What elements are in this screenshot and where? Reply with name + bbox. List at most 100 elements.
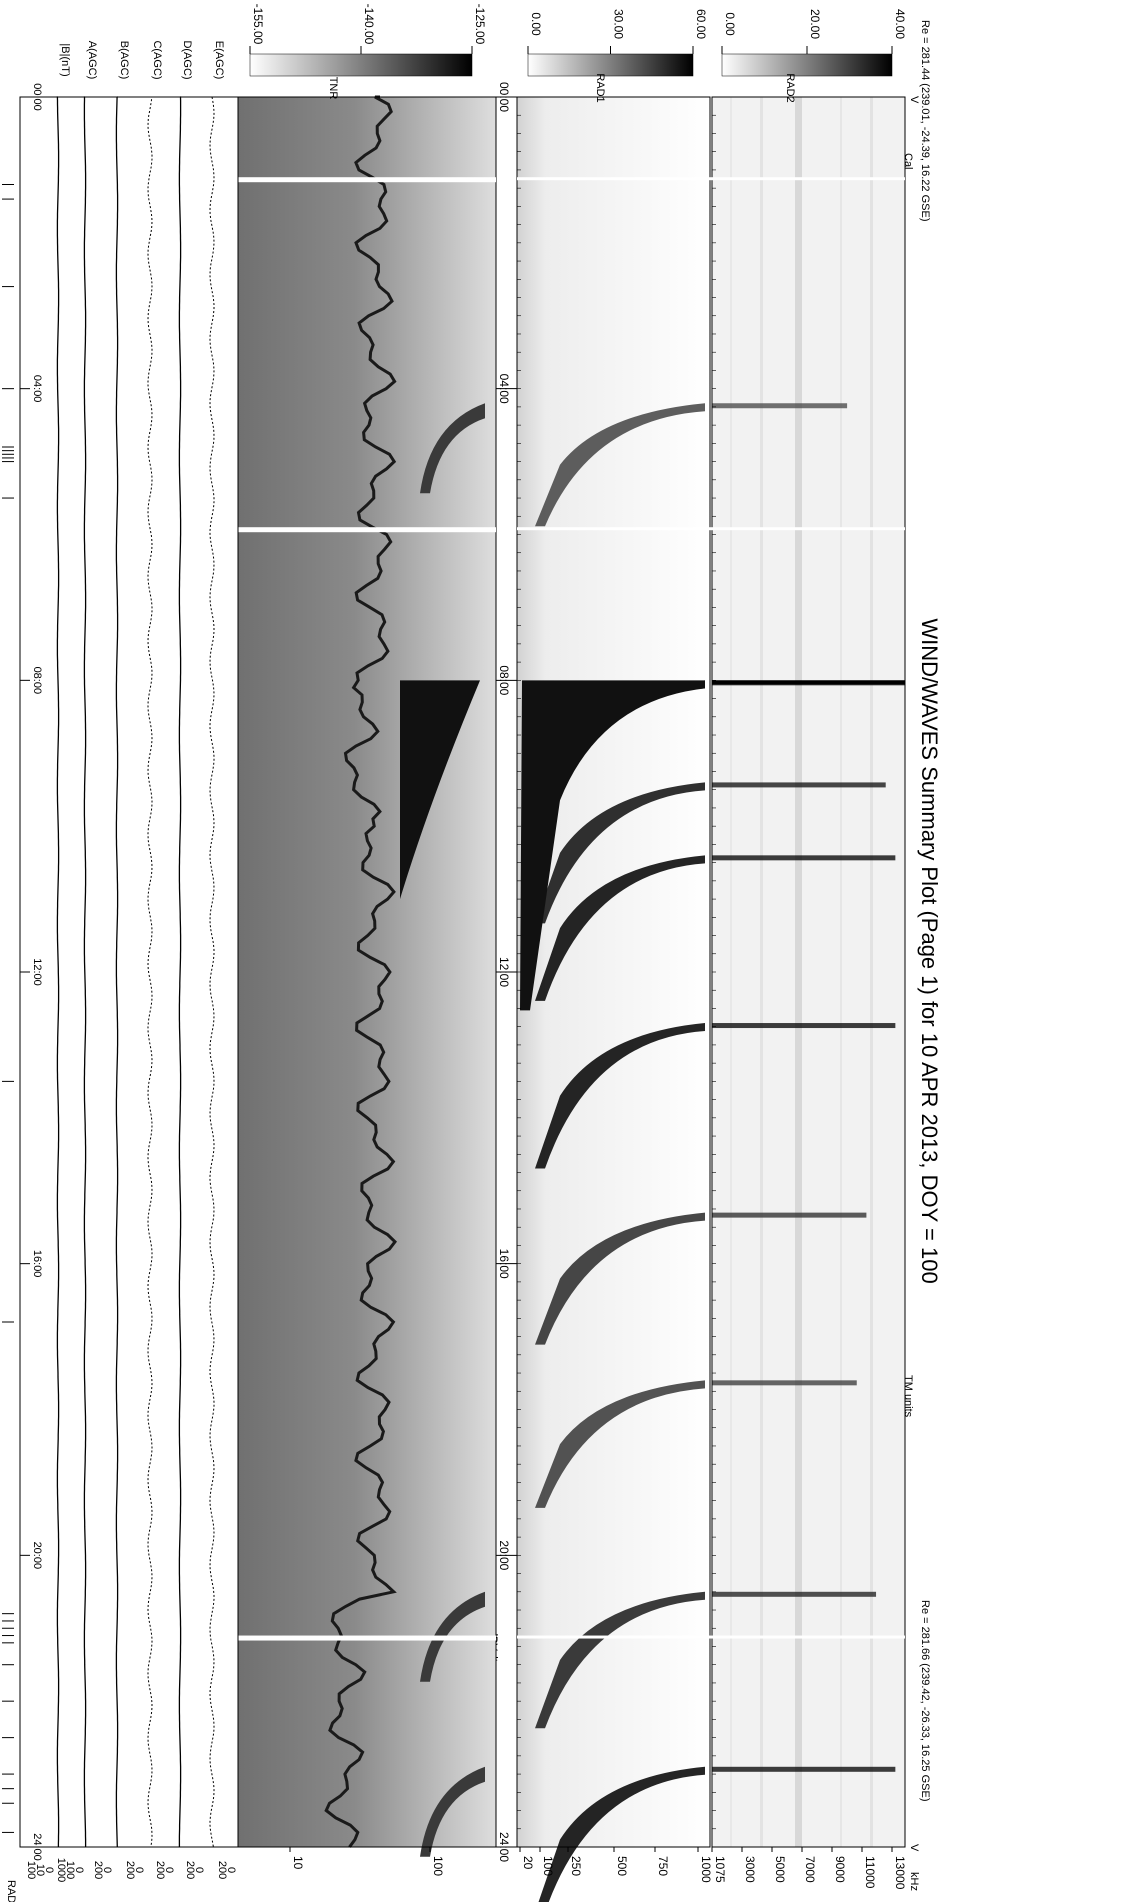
time-axis: 00:00 04:00 08:00 12:00 16:00 20:00 24:00 bbox=[496, 82, 716, 1862]
tnr-freq-label: 10 bbox=[291, 1856, 305, 1870]
line-tick-label: 200 bbox=[216, 1861, 228, 1879]
rad1-burst bbox=[535, 1212, 705, 1345]
line-tick-label: 200 bbox=[124, 1861, 136, 1879]
line-tick-label: 200 bbox=[154, 1861, 166, 1879]
tnr-colorbar-tick-label: -140.00 bbox=[362, 4, 376, 45]
rad2-background-band bbox=[730, 97, 732, 1847]
line-trace bbox=[115, 96, 119, 1848]
line-tick-label: 200 bbox=[184, 1861, 196, 1879]
rad2-background-band bbox=[760, 97, 763, 1847]
position-info-start: Re = 281.44 (239.01, -24.39, 16.22 GSE) bbox=[919, 20, 931, 222]
tnr-colorbar-tick-label: -125.00 bbox=[473, 4, 487, 45]
data-gap bbox=[238, 527, 496, 533]
rad2-freq-label: 11000 bbox=[863, 1856, 877, 1889]
rad1-panel bbox=[516, 96, 711, 1902]
rad1-burst bbox=[538, 1766, 705, 1902]
line-label: |B|(nT) bbox=[59, 43, 71, 76]
rad2-corner-label: RAD2 bbox=[5, 1880, 17, 1902]
line-tick-label: 100 bbox=[64, 1861, 76, 1879]
rad2-major-burst bbox=[712, 680, 905, 685]
time-tick-label: 04:00 bbox=[497, 374, 511, 404]
line-tick-label: 0 bbox=[133, 1867, 145, 1873]
line-label: B(AGC) bbox=[118, 41, 130, 80]
khz-label: kHz bbox=[908, 1872, 920, 1891]
frequency-axes: 1075 3000 5000 7000 9000 11000 13000 20 100 250 50… bbox=[289, 1847, 907, 1890]
rad1-colorbar-tick-label: 60.00 bbox=[694, 9, 708, 39]
line-labels: E(AGC) D(AGC) C(AGC) B(AGC) A(AGC) |B|(nT) bbox=[59, 40, 225, 79]
line-tick-label: 200 bbox=[92, 1861, 104, 1879]
line-trace bbox=[56, 96, 60, 1847]
lines-frame bbox=[19, 96, 239, 1848]
rad1-freq-label: 20 bbox=[521, 1856, 535, 1870]
data-gap bbox=[517, 527, 905, 531]
rad2-bursts bbox=[712, 403, 905, 1772]
tnr-panel-label: TNR bbox=[327, 77, 339, 100]
rad1-burst bbox=[535, 782, 705, 924]
line-tick-label: 1000 bbox=[55, 1858, 67, 1882]
lines-panel: E(AGC)D(AGC)C(AGC)B(AGC)A(AGC)|B|(nT) 02… bbox=[19, 40, 239, 1882]
rad2-background-band bbox=[840, 97, 842, 1847]
rad2-burst bbox=[712, 1023, 896, 1029]
v-label-start: V bbox=[908, 96, 920, 104]
rad1-burst bbox=[535, 1591, 705, 1729]
line-label: C(AGC) bbox=[151, 40, 163, 79]
line-tick-label: 10 bbox=[34, 1864, 46, 1876]
line-tick-label: 0 bbox=[73, 1867, 85, 1873]
line-tick-label: 0 bbox=[163, 1867, 175, 1873]
line-tick-label: 100 bbox=[25, 1861, 37, 1879]
rad1-burst bbox=[535, 1023, 705, 1169]
rad1-burst bbox=[535, 403, 705, 527]
lines-time-axis: 00:00 04:00 08:00 12:00 16:00 20:00 24:00 bbox=[20, 83, 43, 1861]
rad1-freq-label: 100 bbox=[541, 1856, 555, 1876]
rad2-colorbar-tick-label: 40.00 bbox=[893, 9, 907, 39]
rad2-colorbar bbox=[721, 53, 893, 77]
position-info-end: Re = 281.66 (239.42, -26.33, 16.25 GSE) bbox=[919, 1600, 931, 1802]
rad2-panel-label: RAD2 bbox=[784, 73, 796, 102]
lines-time-label: 12:00 bbox=[31, 958, 43, 986]
rad2-colorbar-tick-label: 0.00 bbox=[723, 12, 737, 36]
lines-time-label: 00:00 bbox=[31, 83, 43, 111]
event-ticks bbox=[2, 184, 14, 1833]
line-trace bbox=[83, 96, 87, 1847]
tnr-burst-major bbox=[400, 680, 480, 900]
rad1-burst bbox=[535, 1380, 705, 1508]
rad2-colorbar-tick-label: 20.00 bbox=[808, 9, 822, 39]
time-tick-label: 24:00 bbox=[497, 1832, 511, 1862]
tnr-burst bbox=[420, 403, 485, 494]
tnr-burst bbox=[420, 1591, 485, 1682]
line-tick-label: 0 bbox=[193, 1867, 205, 1873]
rad1-bursts bbox=[520, 403, 705, 1902]
rad1-panel-label: RAD1 bbox=[594, 73, 606, 102]
rad2-burst bbox=[712, 855, 896, 861]
line-label: E(AGC) bbox=[213, 41, 225, 80]
lines-time-label: 08:00 bbox=[31, 667, 43, 695]
rad2-burst bbox=[712, 403, 848, 409]
tnr-panel bbox=[237, 95, 497, 1857]
rad1-freq-label: 500 bbox=[615, 1856, 629, 1876]
time-tick-label: 08:00 bbox=[497, 665, 511, 695]
rad2-freq-label: 1075 bbox=[713, 1856, 727, 1883]
rad1-freq-label: 1000 bbox=[699, 1856, 713, 1883]
colorbars: 0.00 20.00 40.00 0.00 30.00 60.00 -155.00 -140.… bbox=[249, 4, 907, 77]
data-gap bbox=[238, 1635, 496, 1641]
rad2-freq-label: 3000 bbox=[743, 1856, 757, 1883]
lines-time-label: 16:00 bbox=[31, 1250, 43, 1278]
lines-time-label: 20:00 bbox=[31, 1542, 43, 1570]
rad2-stripes bbox=[730, 97, 873, 1847]
rad1-major-burst bbox=[520, 680, 705, 1011]
tnr-freq-label: 100 bbox=[431, 1856, 445, 1876]
rad2-background-band bbox=[870, 97, 873, 1847]
rad2-background bbox=[712, 97, 905, 1847]
data-gap bbox=[517, 1635, 905, 1639]
rad2-burst bbox=[712, 1591, 877, 1597]
line-traces bbox=[56, 96, 215, 1848]
rad2-burst bbox=[712, 1212, 867, 1218]
tnr-colorbar-tick-label: -155.00 bbox=[251, 4, 265, 45]
rad2-burst bbox=[712, 1766, 896, 1772]
rad2-freq-label: 7000 bbox=[803, 1856, 817, 1883]
line-label: A(AGC) bbox=[86, 41, 98, 80]
lines-time-label: 04:00 bbox=[31, 375, 43, 403]
rad2-freq-label: 5000 bbox=[773, 1856, 787, 1883]
